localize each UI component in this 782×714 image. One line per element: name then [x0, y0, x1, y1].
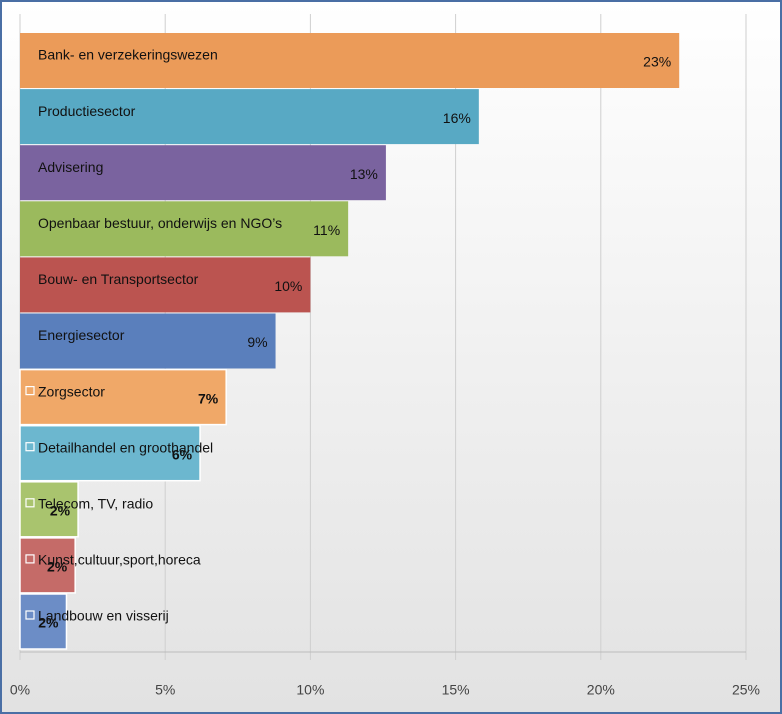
category-label: Landbouw en visserij	[38, 608, 169, 624]
value-label: 13%	[350, 166, 378, 182]
value-label: 16%	[443, 110, 471, 126]
bar	[20, 201, 349, 257]
x-tick-label: 10%	[296, 682, 324, 698]
bar	[20, 257, 311, 313]
x-tick-label: 25%	[732, 682, 760, 698]
legend-square	[25, 554, 35, 564]
legend-square	[25, 610, 35, 620]
legend-square	[25, 442, 35, 452]
bar	[19, 593, 68, 650]
value-label: 23%	[643, 54, 671, 70]
bar	[19, 368, 227, 426]
category-label: Detailhandel en groothandel	[38, 439, 213, 455]
value-label: 2%	[47, 559, 68, 575]
legend-square	[25, 386, 35, 396]
bar	[20, 145, 386, 201]
x-tick-label: 15%	[442, 682, 470, 698]
category-label: Bank- en verzekeringswezen	[38, 47, 218, 63]
value-label: 10%	[274, 278, 302, 294]
x-tick-label: 20%	[587, 682, 615, 698]
category-label: Advisering	[38, 159, 103, 175]
category-label: Openbaar bestuur, onderwijs en NGO’s	[38, 215, 282, 231]
bar	[20, 313, 276, 369]
category-label: Energiesector	[38, 327, 125, 343]
bar	[19, 537, 76, 594]
category-label: Bouw- en Transportsector	[38, 271, 199, 287]
category-label: Telecom, TV, radio	[38, 496, 153, 512]
category-label: Kunst,cultuur,sport,horeca	[38, 552, 201, 568]
legend-square	[25, 498, 35, 508]
value-label: 7%	[198, 390, 219, 406]
value-label: 2%	[50, 503, 71, 519]
value-label: 6%	[172, 446, 193, 462]
x-tick-label: 5%	[155, 682, 175, 698]
bar	[19, 424, 201, 482]
value-label: 11%	[313, 222, 340, 238]
bar	[20, 33, 680, 88]
category-label: Zorgsector	[38, 383, 105, 399]
bar	[19, 481, 79, 538]
value-label: 9%	[247, 334, 267, 350]
category-label: Productiesector	[38, 103, 136, 119]
bar	[20, 89, 479, 145]
x-tick-label: 0%	[10, 682, 30, 698]
value-label: 2%	[38, 615, 59, 631]
